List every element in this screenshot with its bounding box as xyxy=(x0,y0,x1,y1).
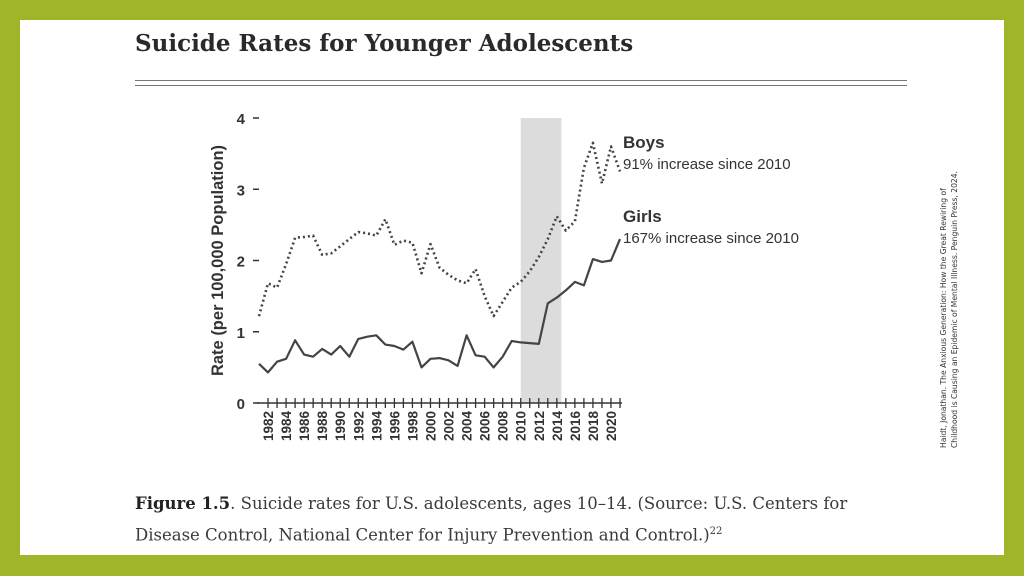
title-rule-top xyxy=(135,80,907,81)
caption-line-1: . Suicide rates for U.S. adolescents, ag… xyxy=(230,494,848,513)
x-tick-label: 1996 xyxy=(387,411,402,442)
series-line-boys xyxy=(257,141,622,318)
caption-line-2: Disease Control, National Center for Inj… xyxy=(135,525,710,545)
y-tick-label: 1 xyxy=(237,325,245,342)
y-tick-label: 0 xyxy=(237,396,245,413)
y-tick-label: 2 xyxy=(237,254,245,271)
slide-title: Suicide Rates for Younger Adolescents xyxy=(135,30,634,57)
legend-boys-annotation: 91% increase since 2010 xyxy=(623,156,791,173)
x-tick-label: 1998 xyxy=(405,411,420,442)
y-tick-label: 3 xyxy=(237,182,245,199)
legend-girls-annotation: 167% increase since 2010 xyxy=(623,230,799,247)
legend-girls-name: Girls xyxy=(623,207,662,226)
x-tick-label: 2006 xyxy=(478,411,493,442)
x-tick-label: 1986 xyxy=(297,411,312,442)
x-tick-label: 1990 xyxy=(333,411,348,441)
x-tick-label: 2018 xyxy=(586,411,601,442)
y-tick-label: 4 xyxy=(237,111,246,128)
citation-line-2: Childhood is Causing an Epidemic of Ment… xyxy=(950,171,959,448)
title-rule-bottom xyxy=(135,85,907,86)
x-tick-label: 2016 xyxy=(568,411,583,442)
figure-label: Figure 1.5 xyxy=(135,494,231,513)
figure-caption: Figure 1.5. Suicide rates for U.S. adole… xyxy=(135,490,935,550)
x-tick-label: 2020 xyxy=(604,411,619,441)
caption-footnote: 22 xyxy=(709,526,723,537)
legend-boys-name: Boys xyxy=(623,133,665,152)
x-tick-label: 2014 xyxy=(550,411,565,442)
x-tick-label: 2004 xyxy=(460,411,475,442)
x-tick-label: 2000 xyxy=(423,411,438,441)
series-line-girls xyxy=(258,238,622,374)
shaded-region-2010-2014 xyxy=(520,118,562,403)
y-axis-label: Rate (per 100,000 Population) xyxy=(209,145,227,376)
x-tick-label: 1988 xyxy=(315,411,330,442)
x-tick-label: 2002 xyxy=(442,411,457,441)
citation-line-1: Haidt, Jonathan. The Anxious Generation:… xyxy=(939,188,948,448)
source-citation: Haidt, Jonathan. The Anxious Generation:… xyxy=(938,171,960,448)
x-tick-label: 2008 xyxy=(496,411,511,442)
x-tick-label: 1992 xyxy=(351,411,366,441)
x-tick-label: 1994 xyxy=(369,411,384,442)
x-tick-label: 1982 xyxy=(261,411,276,441)
x-tick-label: 1984 xyxy=(279,411,294,442)
x-tick-label: 2012 xyxy=(532,411,547,441)
x-tick-label: 2010 xyxy=(514,411,529,441)
